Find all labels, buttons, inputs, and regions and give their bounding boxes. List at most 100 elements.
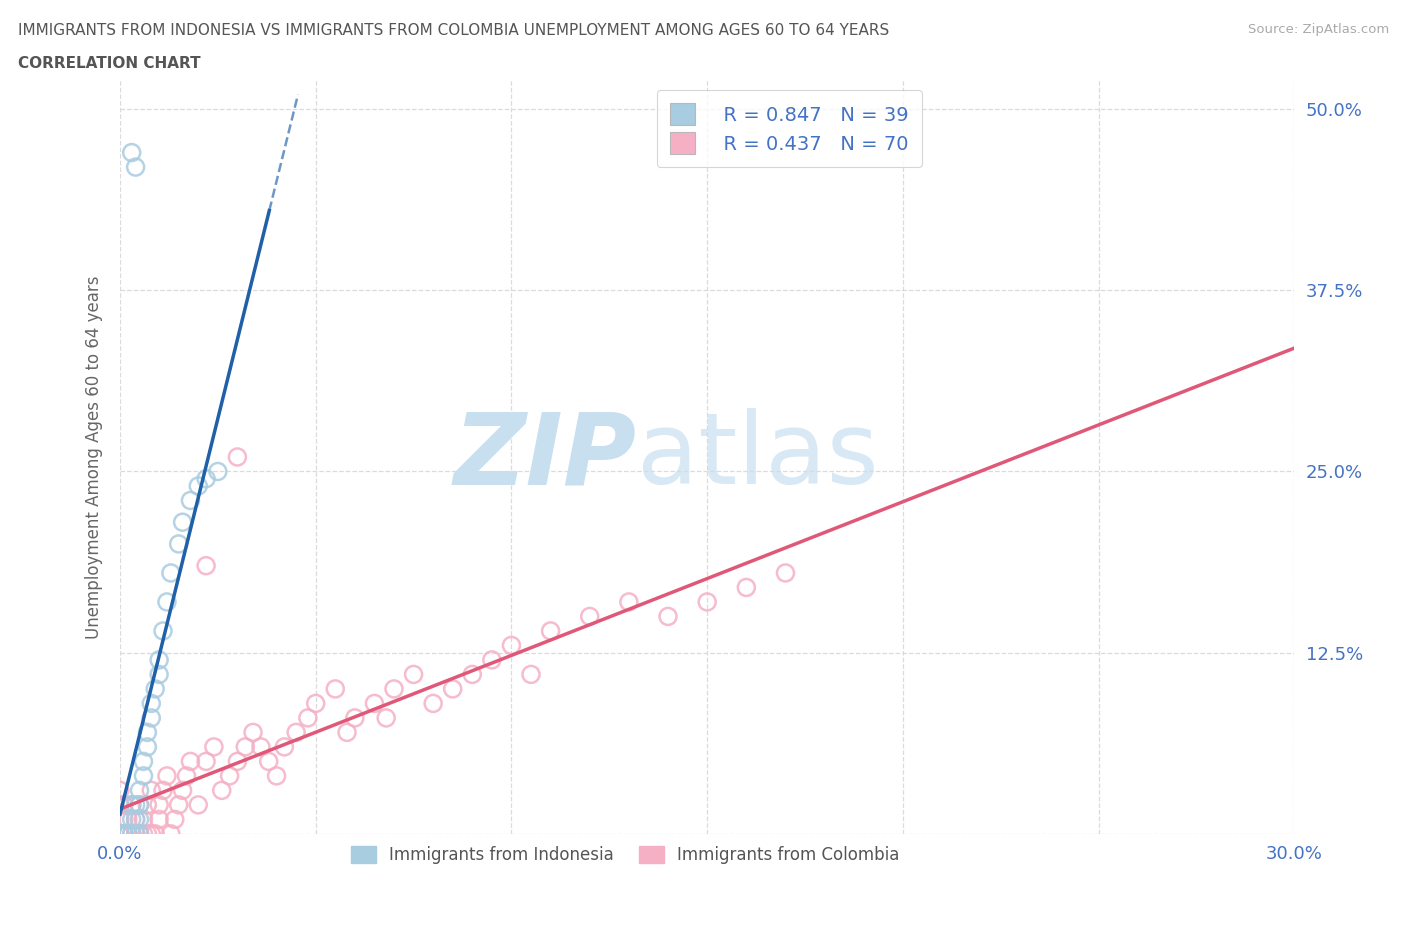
Point — [266, 768, 288, 783]
Point — [211, 783, 233, 798]
Point — [112, 827, 135, 842]
Point — [136, 725, 159, 740]
Point — [520, 667, 543, 682]
Point — [141, 696, 163, 711]
Point — [148, 797, 170, 812]
Point — [128, 812, 150, 827]
Point — [108, 783, 131, 798]
Point — [382, 682, 405, 697]
Point — [657, 609, 679, 624]
Point — [172, 783, 194, 798]
Point — [481, 653, 503, 668]
Point — [297, 711, 319, 725]
Point — [121, 797, 143, 812]
Point — [617, 594, 640, 609]
Point — [141, 783, 163, 798]
Point — [461, 667, 484, 682]
Point — [285, 725, 308, 740]
Point — [128, 827, 150, 842]
Point — [195, 472, 218, 486]
Point — [128, 797, 150, 812]
Text: IMMIGRANTS FROM INDONESIA VS IMMIGRANTS FROM COLOMBIA UNEMPLOYMENT AMONG AGES 60: IMMIGRANTS FROM INDONESIA VS IMMIGRANTS … — [18, 23, 890, 38]
Point — [148, 653, 170, 668]
Point — [124, 827, 146, 842]
Point — [141, 711, 163, 725]
Point — [124, 812, 146, 827]
Point — [152, 783, 174, 798]
Point — [148, 812, 170, 827]
Text: ZIP: ZIP — [454, 408, 637, 506]
Point — [402, 667, 425, 682]
Point — [273, 739, 295, 754]
Point — [540, 623, 562, 638]
Point — [112, 827, 135, 842]
Point — [132, 768, 155, 783]
Point — [156, 594, 179, 609]
Point — [179, 754, 201, 769]
Point — [218, 768, 240, 783]
Point — [121, 797, 143, 812]
Legend: Immigrants from Indonesia, Immigrants from Colombia: Immigrants from Indonesia, Immigrants fr… — [344, 839, 905, 870]
Point — [167, 797, 190, 812]
Point — [305, 696, 328, 711]
Text: Source: ZipAtlas.com: Source: ZipAtlas.com — [1249, 23, 1389, 36]
Point — [121, 827, 143, 842]
Point — [117, 827, 139, 842]
Point — [136, 797, 159, 812]
Point — [187, 797, 209, 812]
Point — [121, 812, 143, 827]
Point — [143, 827, 166, 842]
Point — [226, 754, 249, 769]
Point — [121, 827, 143, 842]
Y-axis label: Unemployment Among Ages 60 to 64 years: Unemployment Among Ages 60 to 64 years — [86, 275, 103, 639]
Point — [696, 594, 718, 609]
Point — [195, 754, 218, 769]
Point — [422, 696, 444, 711]
Point — [167, 537, 190, 551]
Point — [148, 667, 170, 682]
Point — [117, 812, 139, 827]
Point — [143, 682, 166, 697]
Point — [112, 812, 135, 827]
Point — [156, 768, 179, 783]
Point — [132, 754, 155, 769]
Point — [187, 479, 209, 494]
Point — [735, 580, 758, 595]
Point — [343, 711, 366, 725]
Point — [257, 754, 280, 769]
Point — [363, 696, 385, 711]
Point — [128, 827, 150, 842]
Point — [108, 827, 131, 842]
Point — [112, 827, 135, 842]
Point — [375, 711, 398, 725]
Point — [117, 827, 139, 842]
Point — [501, 638, 523, 653]
Point — [128, 783, 150, 798]
Point — [578, 609, 600, 624]
Point — [233, 739, 256, 754]
Point — [112, 827, 135, 842]
Point — [323, 682, 346, 697]
Point — [163, 812, 186, 827]
Point — [108, 827, 131, 842]
Text: atlas: atlas — [637, 408, 879, 506]
Point — [108, 797, 131, 812]
Point — [108, 812, 131, 827]
Point — [207, 464, 229, 479]
Point — [136, 739, 159, 754]
Point — [124, 797, 146, 812]
Point — [226, 449, 249, 464]
Point — [160, 827, 183, 842]
Point — [132, 812, 155, 827]
Point — [132, 827, 155, 842]
Point — [121, 145, 143, 160]
Point — [117, 827, 139, 842]
Text: CORRELATION CHART: CORRELATION CHART — [18, 56, 201, 71]
Point — [250, 739, 273, 754]
Point — [172, 515, 194, 530]
Point — [136, 827, 159, 842]
Point — [124, 827, 146, 842]
Point — [775, 565, 797, 580]
Point — [176, 768, 198, 783]
Point — [124, 812, 146, 827]
